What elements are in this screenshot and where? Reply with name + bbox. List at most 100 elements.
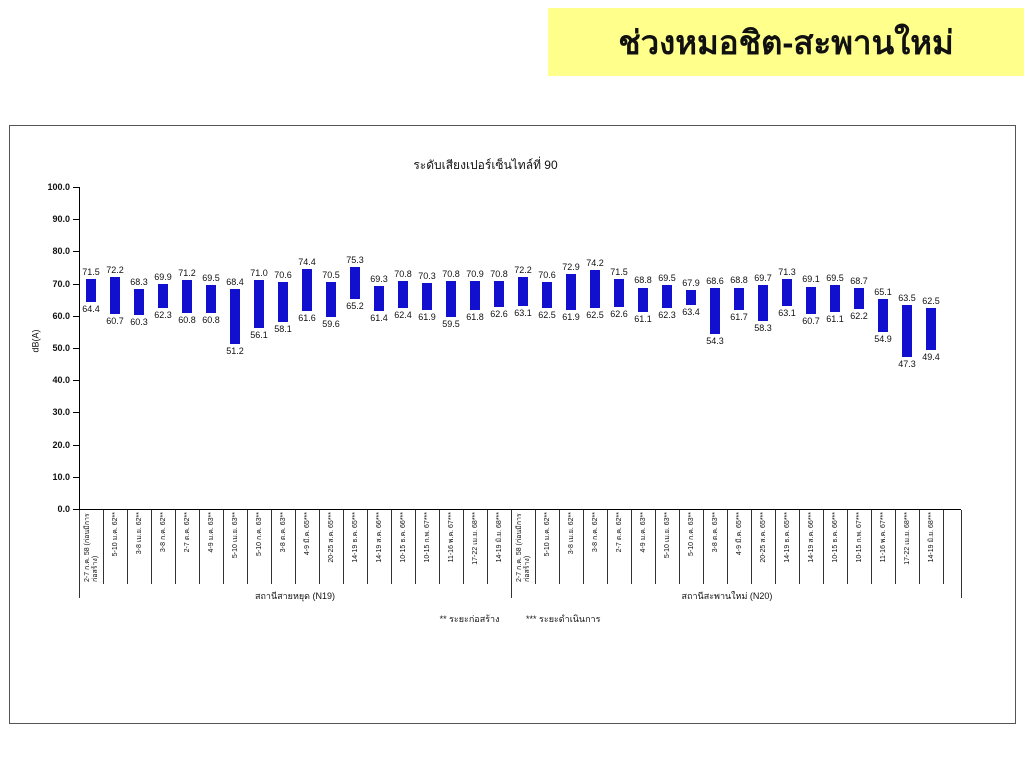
x-category-cell: 3-8 ก.ค. 62**	[583, 510, 608, 584]
x-axis	[79, 509, 961, 510]
bar-min-label: 58.1	[274, 323, 292, 334]
bar-max-label: 70.5	[322, 269, 340, 280]
bar-max-label: 62.5	[922, 295, 940, 306]
x-category-label: 10-15 ธ.ค. 66***	[400, 512, 407, 563]
y-tick	[73, 445, 79, 446]
bar-min-label: 61.9	[562, 311, 580, 322]
x-category-label: 5-10 ก.ค. 63**	[256, 512, 263, 556]
footnote: ** ระยะก่อสร้าง *** ระยะดำเนินการ	[79, 612, 961, 626]
bar-max-label: 70.3	[418, 270, 436, 281]
range-bar	[854, 287, 864, 309]
x-category-cell: 5-10 ก.ค. 63**	[679, 510, 704, 584]
range-bar	[638, 287, 648, 313]
bar-max-label: 71.5	[82, 266, 100, 277]
y-axis	[79, 187, 80, 509]
bar-max-label: 74.2	[586, 258, 604, 269]
y-tick-label: 20.0	[52, 440, 70, 450]
bar-min-label: 62.3	[154, 310, 172, 321]
x-category-label: 11-16 พ.ค. 67***	[448, 512, 455, 563]
x-category-label: 5-10 ม.ค. 62**	[112, 512, 119, 557]
bar-min-label: 60.7	[106, 315, 124, 326]
range-bar	[806, 286, 816, 314]
bar-max-label: 74.4	[298, 257, 316, 268]
range-bar	[446, 281, 456, 318]
x-category-label: 3-8 เม.ย. 62**	[136, 512, 143, 555]
bar-max-label: 69.7	[754, 272, 772, 283]
bar-max-label: 70.8	[394, 269, 412, 280]
x-category-label: 17-22 เม.ย. 68***	[904, 512, 911, 565]
chart-frame: ระดับเสียงเปอร์เซ็นไทล์ที่ 90 dB(A) สถาน…	[9, 125, 1016, 724]
bar-min-label: 63.4	[682, 306, 700, 317]
x-category-label: 14-19 มิ.ย. 68***	[496, 512, 503, 563]
bar-max-label: 70.6	[538, 269, 556, 280]
x-category-label: 10-15 ธ.ค. 66***	[832, 512, 839, 563]
x-category-label: 14-19 ธ.ค. 65***	[352, 512, 359, 563]
x-category-cell: 5-10 เม.ย. 63**	[655, 510, 680, 584]
bar-max-label: 65.1	[874, 287, 892, 298]
bar-max-label: 69.5	[826, 273, 844, 284]
x-category-label: 5-10 เม.ย. 63**	[232, 512, 239, 559]
station-group-label-n19: สถานีสายหยุด (N19)	[254, 591, 336, 601]
range-bar	[902, 304, 912, 357]
bar-max-label: 69.1	[802, 274, 820, 285]
bar-min-label: 62.5	[586, 309, 604, 320]
x-category-label: 14-19 มิ.ย. 68***	[928, 512, 935, 563]
bar-min-label: 47.3	[898, 358, 916, 369]
x-category-cell: 14-19 ธ.ค. 65***	[775, 510, 800, 584]
x-category-cell: 4-9 มี.ค. 65***	[295, 510, 320, 584]
bar-max-label: 75.3	[346, 254, 364, 265]
x-category-label: 10-15 ก.พ. 67***	[424, 512, 431, 563]
y-tick-label: 90.0	[52, 214, 70, 224]
bar-min-label: 64.4	[82, 303, 100, 314]
y-tick	[73, 316, 79, 317]
range-bar	[326, 282, 336, 318]
range-bar	[278, 281, 288, 322]
y-tick-label: 40.0	[52, 375, 70, 385]
x-category-label: 4-9 มี.ค. 65***	[736, 512, 743, 556]
bar-max-label: 70.8	[442, 269, 460, 280]
bar-min-label: 62.2	[850, 310, 868, 321]
range-bar	[374, 285, 384, 312]
bar-min-label: 59.6	[322, 319, 340, 330]
bar-min-label: 61.4	[370, 313, 388, 324]
bar-max-label: 67.9	[682, 278, 700, 289]
y-tick-label: 30.0	[52, 407, 70, 417]
bar-max-label: 68.8	[634, 275, 652, 286]
range-bar	[878, 299, 888, 333]
y-tick	[73, 219, 79, 220]
x-category-label: 3-8 เม.ย. 62**	[568, 512, 575, 555]
x-category-cell: 11-16 พ.ค. 67***	[871, 510, 896, 584]
bar-max-label: 68.4	[226, 276, 244, 287]
range-bar	[566, 274, 576, 310]
x-category-cell: 2-7 ต.ค. 62**	[607, 510, 632, 584]
x-category-label: 11-16 พ.ค. 67***	[880, 512, 887, 563]
x-category-cell: 4-9 ม.ค. 63**	[631, 510, 656, 584]
group-boundary-line	[961, 510, 962, 598]
range-bar	[686, 290, 696, 305]
y-tick	[73, 509, 79, 510]
x-category-label: 14-19 ส.ค. 66***	[808, 512, 815, 563]
bar-max-label: 71.5	[610, 266, 628, 277]
bar-min-label: 61.6	[298, 312, 316, 323]
range-bar	[470, 280, 480, 310]
chart-title: ระดับเสียงเปอร์เซ็นไทล์ที่ 90	[413, 158, 558, 172]
range-bar	[302, 269, 312, 311]
x-category-label: 2-7 ต.ค. 62**	[184, 512, 191, 553]
range-bar	[86, 278, 96, 302]
x-category-cell: 3-8 ต.ค. 63**	[271, 510, 296, 584]
bar-min-label: 51.2	[226, 346, 244, 357]
bar-min-label: 63.1	[514, 307, 532, 318]
range-bar	[614, 278, 624, 308]
x-category-cell: 17-22 เม.ย. 68***	[463, 510, 488, 584]
x-category-cell: 10-15 ก.พ. 67***	[415, 510, 440, 584]
range-bar	[134, 289, 144, 315]
range-bar	[398, 281, 408, 308]
bar-max-label: 70.6	[274, 269, 292, 280]
x-category-label: 4-9 ม.ค. 63**	[208, 512, 215, 553]
x-category-cell: 14-19 มิ.ย. 68***	[919, 510, 944, 584]
x-category-label: 2-7 ก.ค. 58 (ก่อนมีการก่อสร้าง)	[516, 513, 531, 582]
x-category-cell: 2-7 ก.ค. 58 (ก่อนมีการก่อสร้าง)	[511, 510, 536, 584]
x-category-cell: 3-8 เม.ย. 62**	[559, 510, 584, 584]
x-category-cell: 3-8 ต.ค. 63**	[703, 510, 728, 584]
bar-min-label: 58.3	[754, 323, 772, 334]
